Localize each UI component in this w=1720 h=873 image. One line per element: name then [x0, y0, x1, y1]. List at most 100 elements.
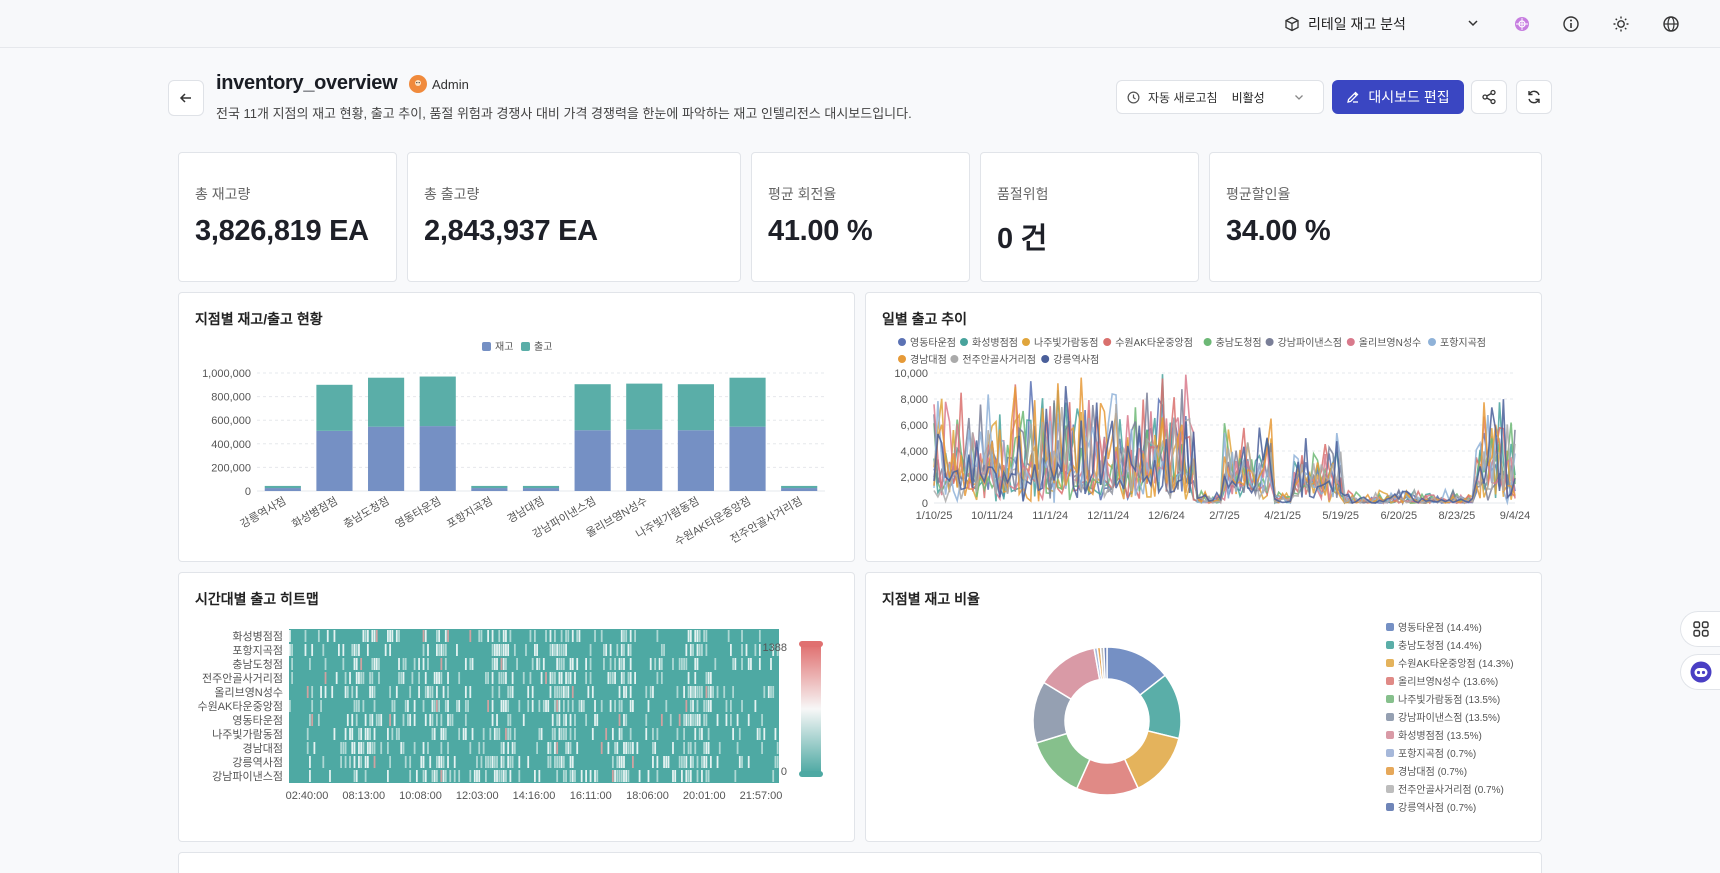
legend-label: 화성병점점 (13.5%) [1398, 730, 1482, 742]
heat-cell [413, 714, 416, 726]
heat-cell [614, 770, 616, 782]
heat-cell [478, 770, 481, 782]
heat-cell [703, 756, 706, 768]
heat-cell [482, 742, 485, 754]
legend-marker [1103, 338, 1112, 346]
heat-cell [351, 742, 354, 754]
heat-cell [534, 630, 536, 642]
heat-cell [571, 630, 574, 642]
heat-cell [645, 728, 648, 740]
heat-cell [507, 644, 510, 656]
heat-cell [565, 644, 567, 656]
heat-cell [380, 714, 383, 726]
heat-cell [696, 770, 699, 782]
info-icon[interactable] [1560, 13, 1582, 35]
heat-cell [725, 700, 728, 712]
legend-marker [1022, 338, 1030, 346]
heat-cell [741, 756, 743, 768]
heat-cell [418, 672, 420, 684]
legend-label: 재고 [495, 341, 513, 353]
heat-cell [567, 700, 570, 712]
heat-cell [667, 756, 670, 768]
heat-cell [629, 686, 632, 698]
heat-cell [594, 770, 596, 782]
heat-cell [400, 742, 403, 754]
legend-label: 화성병점점 [972, 337, 1018, 349]
globe-icon[interactable] [1660, 13, 1682, 35]
heat-cell [565, 742, 567, 754]
heat-cell [620, 630, 623, 642]
heat-cell [676, 686, 679, 698]
heat-cell [580, 700, 583, 712]
heat-cell [389, 756, 392, 768]
heat-cell [498, 644, 501, 656]
heat-cell [652, 686, 654, 698]
kpi-stockout-risk: 품절위험 0 건 [980, 152, 1199, 282]
legend-label: 강릉역사점 [1053, 354, 1099, 366]
legend-swatch-shipment [521, 342, 530, 351]
sun-icon[interactable] [1610, 13, 1632, 35]
heat-cell [409, 686, 412, 698]
heat-cell [565, 630, 567, 642]
legend-label: 영동타운점 [910, 337, 956, 349]
heat-cell [705, 644, 708, 656]
heat-cell [436, 630, 438, 642]
heat-cell [496, 644, 498, 656]
heat-cell [411, 672, 414, 684]
heat-cell [685, 658, 688, 670]
bar-stock [522, 488, 560, 491]
bar-shipment [677, 384, 714, 431]
heat-cell [500, 644, 503, 656]
refresh-button[interactable] [1516, 80, 1552, 114]
heat-cell [458, 672, 461, 684]
heat-cell [369, 714, 371, 726]
bar-shipment [729, 377, 766, 427]
heat-cell [511, 672, 514, 684]
workspace-select[interactable]: 리테일 재고 분석 [1284, 12, 1480, 36]
heat-cell [420, 756, 423, 768]
back-button[interactable] [168, 80, 204, 116]
auto-refresh-select[interactable]: 자동 새로고침 비활성 [1116, 80, 1324, 114]
heat-cell [309, 714, 311, 726]
share-button[interactable] [1471, 80, 1507, 114]
heat-cell [509, 756, 512, 768]
heat-cell [549, 630, 552, 642]
heat-cell [629, 672, 632, 684]
heat-cell [433, 672, 436, 684]
legend-label: 영동타운점 (14.4%) [1398, 622, 1482, 634]
legend-label: 올리브영N성수 [1359, 337, 1421, 349]
heat-cell [603, 658, 605, 670]
legend-marker [1041, 355, 1050, 363]
ai-icon[interactable] [1511, 13, 1533, 35]
heat-cell [545, 672, 547, 684]
heat-cell [471, 658, 474, 670]
legend-label: 경남대점 (0.7%) [1398, 765, 1467, 778]
heat-cell [366, 728, 369, 740]
heat-cell [747, 714, 750, 726]
legend-swatch [1386, 803, 1394, 811]
edit-dashboard-button[interactable]: 대시보드 편집 [1332, 80, 1464, 114]
heat-cell [320, 686, 322, 698]
heat-cell [398, 658, 400, 670]
heat-cell [413, 700, 416, 712]
legend-marker [1203, 338, 1212, 346]
heat-cell [498, 728, 501, 740]
heat-cell [311, 686, 314, 698]
heat-cell [683, 658, 686, 670]
heat-cell [507, 756, 510, 768]
heat-cell [663, 756, 665, 768]
heat-cell [551, 672, 554, 684]
heat-cell [776, 756, 779, 768]
heat-cell [527, 686, 530, 698]
heat-cell [732, 658, 735, 670]
row-label: 화성병점점 [232, 630, 283, 643]
heat-cell [689, 700, 692, 712]
legend-label: 경남대점 [910, 353, 947, 366]
heat-cell [349, 756, 351, 768]
assistant-button[interactable] [1680, 654, 1720, 690]
heat-cell [689, 644, 692, 656]
heat-cell [727, 630, 730, 642]
apps-button[interactable] [1680, 611, 1720, 647]
heat-cell [358, 756, 360, 768]
heat-cell [333, 630, 336, 642]
